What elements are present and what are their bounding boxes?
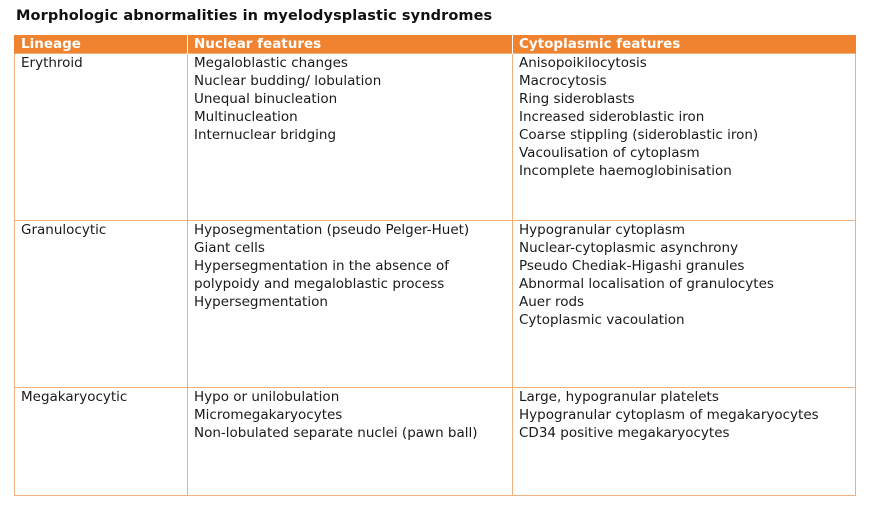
table-row-erythroid: Erythroid Megaloblastic changes Nuclear … — [14, 53, 856, 221]
nuclear-feature-item: Unequal binucleation — [194, 91, 338, 107]
cytoplasmic-feature-item: Nuclear-cytoplasmic asynchrony — [519, 240, 739, 256]
header-cytoplasmic-features: Cytoplasmic features — [512, 35, 856, 54]
cytoplasmic-feature-item: Ring sideroblasts — [519, 91, 635, 107]
header-lineage: Lineage — [14, 35, 188, 54]
cytoplasmic-feature-item: Coarse stippling (sideroblastic iron) — [519, 127, 759, 143]
lineage-label: Erythroid — [21, 55, 83, 71]
cytoplasmic-feature-item: Increased sideroblastic iron — [519, 109, 705, 125]
abnormalities-table: Lineage Nuclear features Cytoplasmic fea… — [14, 35, 856, 496]
cytoplasmic-feature-item: Abnormal localisation of granulocytes — [519, 276, 774, 292]
nuclear-feature-item: Megaloblastic changes — [194, 55, 348, 71]
cytoplasmic-feature-item: Auer rods — [519, 294, 585, 310]
cytoplasmic-feature-item: Macrocytosis — [519, 73, 607, 89]
nuclear-feature-item: Hyposegmentation (pseudo Pelger-Huet) — [194, 222, 470, 238]
nuclear-feature-item: polypoidy and megaloblastic process — [194, 276, 445, 292]
lineage-cell: Erythroid — [14, 53, 188, 221]
nuclear-feature-item: Hypo or unilobulation — [194, 389, 340, 405]
table-row-granulocytic: Granulocytic Hyposegmentation (pseudo Pe… — [14, 220, 856, 388]
header-nuclear-features: Nuclear features — [187, 35, 513, 54]
table-body: Erythroid Megaloblastic changes Nuclear … — [14, 53, 856, 496]
cytoplasmic-feature-item: Anisopoikilocytosis — [519, 55, 647, 71]
lineage-cell: Granulocytic — [14, 220, 188, 388]
cytoplasmic-feature-item: Hypogranular cytoplasm of megakaryocytes — [519, 407, 819, 423]
cytoplasmic-features-cell: Large, hypogranular platelets Hypogranul… — [512, 387, 856, 496]
lineage-cell: Megakaryocytic — [14, 387, 188, 496]
nuclear-features-cell: Hypo or unilobulation Micromegakaryocyte… — [187, 387, 513, 496]
nuclear-feature-item: Hypersegmentation — [194, 294, 328, 310]
nuclear-features-cell: Hyposegmentation (pseudo Pelger-Huet) Gi… — [187, 220, 513, 388]
nuclear-feature-item: Non-lobulated separate nuclei (pawn ball… — [194, 425, 478, 441]
nuclear-feature-item: Hypersegmentation in the absence of — [194, 258, 450, 274]
nuclear-feature-item: Nuclear budding/ lobulation — [194, 73, 382, 89]
cytoplasmic-feature-item: CD34 positive megakaryocytes — [519, 425, 730, 441]
table-row-megakaryocytic: Megakaryocytic Hypo or unilobulation Mic… — [14, 387, 856, 496]
cytoplasmic-features-cell: Anisopoikilocytosis Macrocytosis Ring si… — [512, 53, 856, 221]
cytoplasmic-feature-item: Vacoulisation of cytoplasm — [519, 145, 700, 161]
cytoplasmic-features-cell: Hypogranular cytoplasm Nuclear-cytoplasm… — [512, 220, 856, 388]
lineage-label: Granulocytic — [21, 222, 107, 238]
abnormalities-table-container: Lineage Nuclear features Cytoplasmic fea… — [14, 35, 856, 496]
cytoplasmic-feature-item: Incomplete haemoglobinisation — [519, 163, 732, 179]
lineage-label: Megakaryocytic — [21, 389, 128, 405]
nuclear-feature-item: Micromegakaryocytes — [194, 407, 343, 423]
nuclear-feature-item: Multinucleation — [194, 109, 298, 125]
nuclear-feature-item: Giant cells — [194, 240, 265, 256]
nuclear-features-cell: Megaloblastic changes Nuclear budding/ l… — [187, 53, 513, 221]
cytoplasmic-feature-item: Large, hypogranular platelets — [519, 389, 719, 405]
header-row: Lineage Nuclear features Cytoplasmic fea… — [14, 35, 856, 54]
nuclear-feature-item: Internuclear bridging — [194, 127, 337, 143]
document-title: Morphologic abnormalities in myelodyspla… — [16, 8, 493, 24]
table-header: Lineage Nuclear features Cytoplasmic fea… — [14, 35, 856, 54]
cytoplasmic-feature-item: Hypogranular cytoplasm — [519, 222, 686, 238]
cytoplasmic-feature-item: Pseudo Chediak-Higashi granules — [519, 258, 745, 274]
cytoplasmic-feature-item: Cytoplasmic vacoulation — [519, 312, 685, 328]
